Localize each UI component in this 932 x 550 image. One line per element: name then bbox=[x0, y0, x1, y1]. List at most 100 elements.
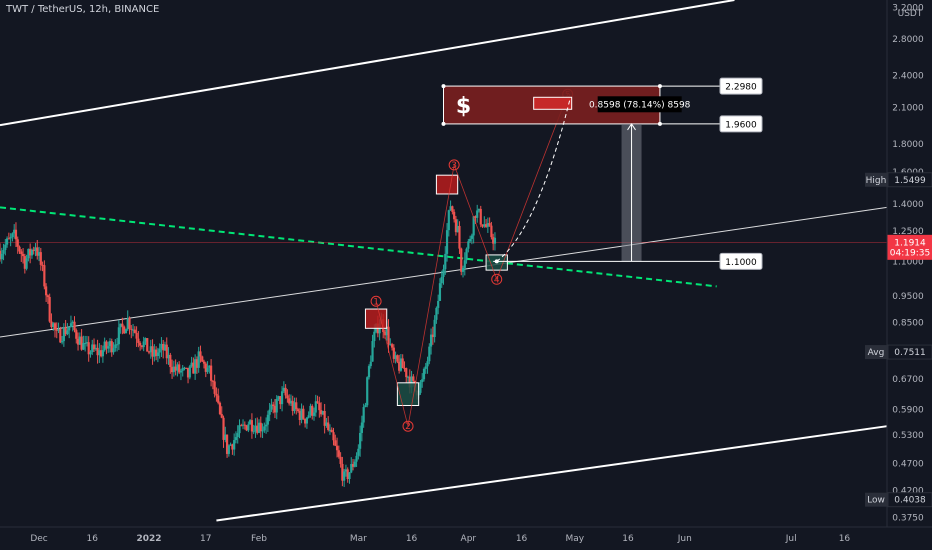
candle-body bbox=[91, 344, 94, 353]
candle-body bbox=[222, 417, 225, 440]
candle-body bbox=[117, 327, 120, 345]
x-tick-label: Apr bbox=[461, 534, 477, 544]
candle-body bbox=[243, 424, 246, 426]
candle-body bbox=[408, 376, 411, 388]
candle-body bbox=[353, 461, 356, 467]
candle-body bbox=[488, 223, 491, 226]
candle-body bbox=[137, 338, 140, 343]
candle-body bbox=[261, 430, 264, 432]
candle-body bbox=[422, 368, 426, 380]
x-tick-label: 17 bbox=[200, 534, 211, 544]
candle-body bbox=[211, 380, 214, 382]
candle-body bbox=[11, 233, 14, 238]
candle-body bbox=[461, 267, 465, 272]
candle-body bbox=[454, 219, 458, 233]
candle-body bbox=[477, 208, 481, 211]
candle-body bbox=[259, 422, 262, 432]
candle-body bbox=[107, 346, 110, 349]
candle-body bbox=[389, 344, 392, 346]
candle-body bbox=[428, 346, 431, 362]
candle-body bbox=[339, 456, 342, 464]
candle-body bbox=[453, 211, 456, 220]
candle-body bbox=[25, 258, 28, 269]
candle-body bbox=[170, 367, 174, 373]
candle-body bbox=[492, 237, 495, 244]
candle-body bbox=[135, 332, 138, 339]
x-tick-label: 16 bbox=[516, 534, 528, 544]
wave-label-circle bbox=[370, 295, 382, 307]
candle-body bbox=[41, 264, 44, 266]
candle-body bbox=[121, 323, 124, 327]
candle-body bbox=[34, 247, 37, 251]
candle-body bbox=[167, 354, 170, 359]
lower-channel-line bbox=[216, 425, 888, 522]
candle-body bbox=[92, 344, 96, 350]
x-tick-label: 16 bbox=[406, 534, 418, 544]
candle-body bbox=[123, 326, 126, 334]
candle-body bbox=[82, 343, 85, 350]
candle-body bbox=[465, 248, 468, 261]
candle-body bbox=[305, 417, 309, 424]
candle-body bbox=[472, 216, 475, 236]
candle-body bbox=[199, 351, 202, 357]
candle-body bbox=[343, 471, 346, 481]
candle-body bbox=[87, 342, 90, 355]
candle-body bbox=[275, 398, 278, 413]
candle-body bbox=[236, 433, 239, 438]
candle-body bbox=[227, 445, 230, 454]
candle-body bbox=[273, 405, 277, 413]
candle-body bbox=[403, 368, 406, 370]
candle-body bbox=[405, 368, 408, 378]
candle-body bbox=[390, 344, 394, 348]
candle-body bbox=[94, 347, 97, 350]
candle-body bbox=[64, 327, 67, 335]
candle-body bbox=[270, 404, 273, 410]
measure-label: 0.8598 (78.14%) 8598 bbox=[589, 100, 691, 110]
axis-price-bg bbox=[887, 172, 932, 188]
candle-body bbox=[186, 367, 190, 378]
price-tag-1-9600: 1.9600 bbox=[725, 120, 757, 130]
candle-body bbox=[328, 429, 332, 431]
candle-body bbox=[458, 225, 461, 249]
candle-body bbox=[334, 440, 337, 446]
candle-body bbox=[369, 361, 372, 367]
candle-body bbox=[355, 455, 358, 462]
candle-body bbox=[280, 391, 284, 405]
candle-body bbox=[43, 265, 46, 287]
candle-body bbox=[185, 367, 188, 369]
candle-body bbox=[250, 420, 254, 432]
candle-body bbox=[451, 206, 454, 212]
candle-body bbox=[21, 254, 25, 257]
candle-body bbox=[183, 367, 186, 369]
candle-body bbox=[445, 230, 449, 254]
x-tick-label: 16 bbox=[87, 534, 99, 544]
candle-body bbox=[385, 326, 388, 336]
axis-price-label: 1.5499 bbox=[894, 176, 926, 186]
candle-body bbox=[351, 464, 355, 467]
candle-body bbox=[4, 244, 7, 251]
candle-body bbox=[401, 358, 404, 369]
price-tag-2-2980: 2.2980 bbox=[725, 83, 757, 93]
candle-body bbox=[215, 393, 218, 396]
axis-price-label: 0.4038 bbox=[894, 496, 926, 506]
candle-body bbox=[252, 431, 255, 433]
candle-body bbox=[55, 329, 58, 331]
y-tick-label: 1.2500 bbox=[892, 227, 924, 237]
wave-label-circle bbox=[448, 159, 460, 171]
wave-label-1: 1 bbox=[373, 297, 379, 307]
y-tick-label: 0.4700 bbox=[892, 460, 924, 470]
candle-body bbox=[103, 341, 106, 351]
price-tag-bg bbox=[719, 77, 763, 95]
candle-body bbox=[367, 366, 371, 378]
candle-body bbox=[362, 407, 365, 423]
candle-body bbox=[204, 363, 207, 372]
candle-body bbox=[108, 341, 112, 347]
candle-body bbox=[289, 400, 293, 404]
y-tick-label: 2.4000 bbox=[892, 72, 924, 82]
axis-unit: USDT bbox=[898, 9, 923, 19]
candle-body bbox=[53, 323, 57, 330]
candle-body bbox=[316, 401, 319, 403]
candle-body bbox=[163, 344, 167, 351]
